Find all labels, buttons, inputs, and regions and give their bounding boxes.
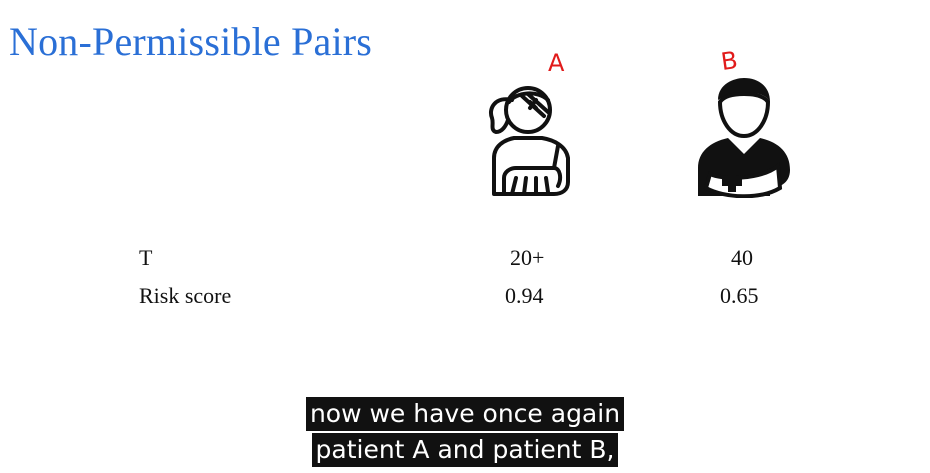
subtitle-line-2: patient A and patient B, [311,433,619,467]
patient-b-t-value: 40 [731,245,753,270]
slide-title: Non-Permissible Pairs [9,19,373,64]
annotation-a: A [548,49,565,77]
subtitle-caption: now we have once again patient A and pat… [0,397,930,469]
patient-b-risk-score: 0.65 [720,283,759,308]
injured-man-with-arm-sling-icon [698,78,790,198]
patient-a-t-value: 20+ [510,245,545,270]
patient-a-risk-score: 0.94 [505,283,544,308]
row-label-t: T [139,245,153,270]
injured-woman-icon [489,86,570,196]
annotation-b: B [719,45,740,77]
row-label-risk-score: Risk score [139,283,232,308]
subtitle-line-1: now we have once again [305,397,625,431]
